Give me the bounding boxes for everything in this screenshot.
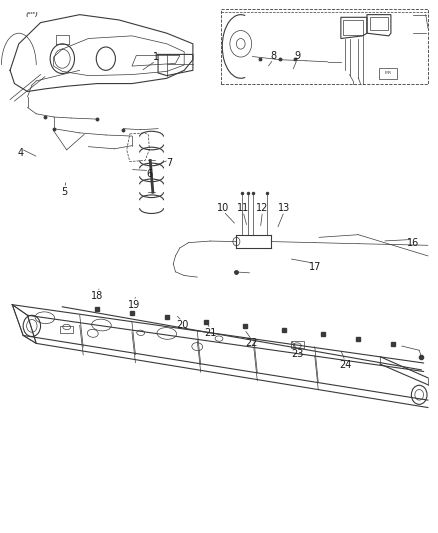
Text: 12: 12 bbox=[256, 203, 268, 213]
Bar bbox=[370, 17, 388, 30]
Text: 11: 11 bbox=[237, 203, 249, 213]
Text: 21: 21 bbox=[204, 328, 216, 338]
Text: 8: 8 bbox=[270, 51, 276, 61]
Text: 13: 13 bbox=[278, 203, 290, 213]
Bar bbox=[291, 341, 304, 348]
Text: 17: 17 bbox=[308, 262, 321, 271]
Text: 5: 5 bbox=[61, 187, 67, 197]
Text: 6: 6 bbox=[146, 169, 152, 179]
Text: 16: 16 bbox=[406, 238, 419, 248]
Text: (ˢˢˢ): (ˢˢˢ) bbox=[25, 12, 38, 17]
Text: 18: 18 bbox=[91, 290, 103, 301]
Text: 7: 7 bbox=[166, 158, 172, 168]
Bar bbox=[343, 20, 364, 35]
Text: 4: 4 bbox=[18, 148, 24, 158]
Text: 23: 23 bbox=[291, 349, 304, 359]
Bar bbox=[60, 326, 73, 333]
Bar bbox=[221, 10, 428, 84]
Text: 20: 20 bbox=[176, 320, 188, 330]
Text: F/R: F/R bbox=[385, 71, 392, 76]
Text: 19: 19 bbox=[128, 300, 140, 310]
Text: 1: 1 bbox=[153, 52, 159, 62]
Bar bbox=[379, 68, 396, 79]
Text: 9: 9 bbox=[294, 51, 300, 61]
Text: 24: 24 bbox=[339, 360, 351, 369]
Text: 22: 22 bbox=[245, 338, 258, 349]
Text: 10: 10 bbox=[217, 203, 230, 213]
